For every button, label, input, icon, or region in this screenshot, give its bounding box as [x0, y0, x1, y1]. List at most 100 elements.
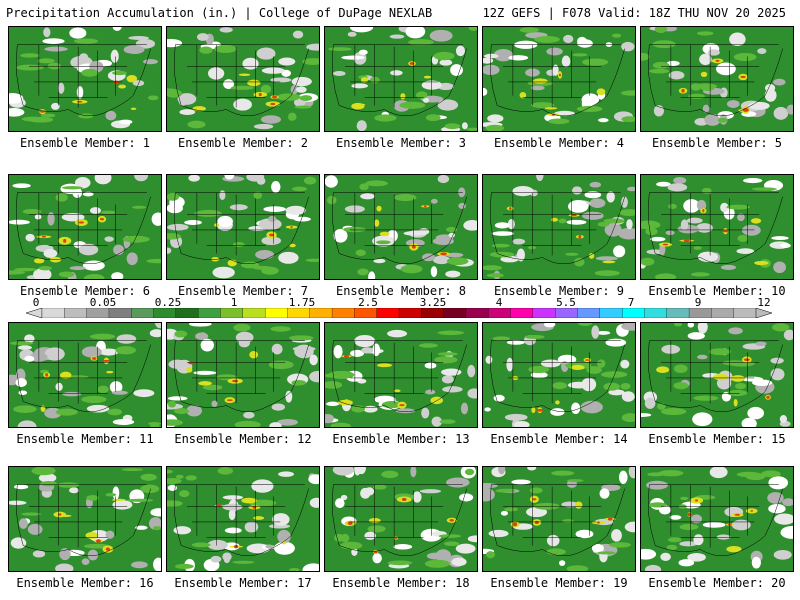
- precip-map: [325, 323, 477, 427]
- colorbar-swatch: [41, 308, 65, 318]
- ensemble-map-panel: [166, 174, 320, 280]
- ensemble-member-label: Ensemble Member: 3: [335, 136, 467, 150]
- colorbar-tick-label: 4: [495, 296, 503, 309]
- ensemble-map-panel: [640, 174, 794, 280]
- colorbar-swatch: [354, 308, 378, 318]
- colorbar-swatch: [108, 308, 132, 318]
- ensemble-map-panel: [8, 322, 162, 428]
- precip-map: [483, 27, 635, 131]
- colorbar-right-arrow: [755, 308, 772, 318]
- colorbar-swatch: [175, 308, 199, 318]
- ensemble-map-panel: [324, 26, 478, 132]
- colorbar-swatch: [264, 308, 288, 318]
- colorbar-tick-label: 12: [757, 296, 771, 309]
- ensemble-map-panel: [640, 26, 794, 132]
- ensemble-member-label: Ensemble Member: 20: [648, 576, 786, 590]
- ensemble-member-label: Ensemble Member: 10: [648, 284, 786, 298]
- ensemble-map-panel: [8, 26, 162, 132]
- precip-map: [483, 323, 635, 427]
- ensemble-map-panel: [482, 174, 636, 280]
- ensemble-map-panel: [640, 466, 794, 572]
- precip-map: [9, 175, 161, 279]
- colorbar-swatch: [599, 308, 623, 318]
- ensemble-member-label: Ensemble Member: 14: [490, 432, 628, 446]
- colorbar-tick-label: 1: [230, 296, 238, 309]
- ensemble-map-panel: [482, 466, 636, 572]
- ensemble-map-panel: [482, 322, 636, 428]
- colorbar-swatch: [153, 308, 177, 318]
- precip-map: [167, 175, 319, 279]
- colorbar-tick-label: 0.05: [89, 296, 117, 309]
- precip-map: [167, 27, 319, 131]
- colorbar-swatch: [644, 308, 668, 318]
- ensemble-member-label: Ensemble Member: 7: [177, 284, 309, 298]
- precip-map: [9, 27, 161, 131]
- colorbar-tick-label: 0.25: [154, 296, 182, 309]
- colorbar-swatch: [555, 308, 578, 318]
- colorbar-tick-label: 9: [694, 296, 702, 309]
- ensemble-member-label: Ensemble Member: 16: [16, 576, 154, 590]
- colorbar-swatch: [309, 308, 333, 318]
- colorbar-tick-label: 5.5: [556, 296, 576, 309]
- ensemble-map-panel: [640, 322, 794, 428]
- precip-map: [483, 175, 635, 279]
- colorbar-swatch: [688, 308, 712, 318]
- colorbar-swatch: [220, 308, 244, 318]
- colorbar-tick-label: 2.5: [358, 296, 378, 309]
- colorbar-swatch: [198, 308, 221, 318]
- precip-map: [641, 323, 793, 427]
- ensemble-member-label: Ensemble Member: 18: [332, 576, 470, 590]
- ensemble-member-label: Ensemble Member: 2: [177, 136, 309, 150]
- colorbar-tick-label: 1.75: [288, 296, 316, 309]
- ensemble-map-panel: [166, 26, 320, 132]
- ensemble-map-panel: [324, 322, 478, 428]
- colorbar-swatch: [621, 308, 645, 318]
- ensemble-member-label: Ensemble Member: 6: [19, 284, 151, 298]
- ensemble-member-label: Ensemble Member: 13: [332, 432, 470, 446]
- ensemble-map-panel: [324, 466, 478, 572]
- colorbar-swatch: [376, 308, 400, 318]
- colorbar-swatch: [532, 308, 556, 318]
- ensemble-map-panel: [324, 174, 478, 280]
- precip-map: [641, 467, 793, 571]
- precip-map: [483, 467, 635, 571]
- precip-map: [325, 27, 477, 131]
- ensemble-member-label: Ensemble Member: 9: [493, 284, 625, 298]
- ensemble-map-panel: [166, 466, 320, 572]
- ensemble-map-panel: [8, 174, 162, 280]
- colorbar-swatch: [666, 308, 690, 318]
- precip-map: [167, 467, 319, 571]
- precip-map: [9, 467, 161, 571]
- ensemble-member-label: Ensemble Member: 12: [174, 432, 312, 446]
- colorbar-swatch: [421, 308, 444, 318]
- colorbar-swatch: [242, 308, 266, 318]
- precip-map: [325, 175, 477, 279]
- ensemble-member-label: Ensemble Member: 19: [490, 576, 628, 590]
- title-left: Precipitation Accumulation (in.) | Colle…: [6, 6, 433, 20]
- precip-map: [641, 175, 793, 279]
- ensemble-map-panel: [8, 466, 162, 572]
- colorbar-swatch: [331, 308, 355, 318]
- colorbar-swatch: [64, 308, 87, 318]
- precip-map: [641, 27, 793, 131]
- colorbar-swatch: [510, 308, 534, 318]
- ensemble-member-label: Ensemble Member: 8: [335, 284, 467, 298]
- colorbar-swatch: [287, 308, 311, 318]
- colorbar-tick-label: 7: [627, 296, 635, 309]
- ensemble-member-label: Ensemble Member: 5: [651, 136, 783, 150]
- title-right: 12Z GEFS | F078 Valid: 18Z THU NOV 20 20…: [482, 6, 786, 20]
- colorbar-left-arrow: [26, 308, 43, 318]
- precip-map: [325, 467, 477, 571]
- precip-map: [167, 323, 319, 427]
- precip-colorbar: [26, 308, 772, 318]
- precip-map: [9, 323, 161, 427]
- ensemble-map-panel: [166, 322, 320, 428]
- ensemble-member-label: Ensemble Member: 17: [174, 576, 312, 590]
- colorbar-swatch: [733, 308, 757, 318]
- colorbar-swatch: [443, 308, 467, 318]
- ensemble-member-label: Ensemble Member: 1: [19, 136, 151, 150]
- ensemble-member-label: Ensemble Member: 11: [16, 432, 154, 446]
- ensemble-map-panel: [482, 26, 636, 132]
- colorbar-swatch: [711, 308, 735, 318]
- colorbar-tick-label: 0: [32, 296, 40, 309]
